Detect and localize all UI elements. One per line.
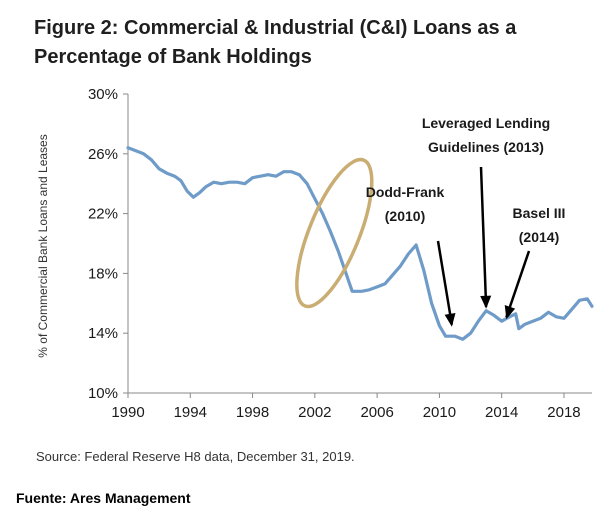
annotation-dodd-frank-label-line: (2010): [385, 208, 425, 224]
y-tick-label: 10%: [88, 385, 118, 402]
chart-title: Figure 2: Commercial & Industrial (C&I) …: [34, 14, 516, 72]
annotation-leveraged-lending-arrow: [479, 166, 488, 307]
annotations: Leveraged Lending Guidelines (2013) Dodd-F…: [295, 115, 566, 327]
annotation-basel-iii-label-line: Basel III: [513, 205, 566, 221]
annotation-dodd-frank-label-line: Dodd-Frank: [366, 184, 445, 200]
x-tick-label: 2006: [360, 404, 393, 421]
x-tick-label: 2018: [547, 404, 580, 421]
y-tick-label: 14%: [88, 325, 118, 342]
annotation-leveraged-lending-label-line: Leveraged Lending: [422, 115, 550, 131]
x-tick-label: 2002: [298, 404, 331, 421]
chart-title-line-2: Percentage of Bank Holdings: [34, 46, 312, 68]
annotation-basel-iii-label: Basel III (2014): [513, 205, 566, 245]
x-tick-label: 2014: [485, 404, 518, 421]
axes: 10% 14% 18% 22% 26% 30% 1990 1994 1998 2002 2006 20…: [88, 86, 592, 421]
annotation-dodd-frank-label: Dodd-Frank (2010): [366, 184, 445, 224]
y-axis-label: % of Commercial Bank Loans and Leases: [36, 134, 50, 357]
y-tick-label: 18%: [88, 265, 118, 282]
y-tick-label: 22%: [88, 206, 118, 223]
x-tick-label: 1998: [236, 404, 269, 421]
chart-title-line-1: Figure 2: Commercial & Industrial (C&I) …: [34, 17, 517, 39]
annotation-leveraged-lending-label-line: Guidelines (2013): [428, 139, 544, 155]
x-tick-label: 1994: [174, 404, 207, 421]
series-line: [126, 146, 594, 341]
annotation-leveraged-lending-arrowhead: [480, 295, 492, 309]
annotation-basel-iii-arrowhead: [504, 305, 516, 320]
annotation-leveraged-lending-label: Leveraged Lending Guidelines (2013): [422, 115, 550, 155]
highlight-ellipse: [295, 157, 374, 309]
credit-note: Fuente: Ares Management: [16, 490, 191, 506]
annotation-dodd-frank-arrow: [436, 240, 454, 325]
source-note: Source: Federal Reserve H8 data, Decembe…: [36, 449, 355, 464]
annotation-basel-iii-arrow: [505, 250, 531, 318]
series-group: [126, 146, 594, 341]
x-tick-label: 1990: [111, 404, 144, 421]
y-tick-label: 26%: [88, 146, 118, 163]
annotation-basel-iii-label-line: (2014): [519, 229, 559, 245]
x-tick-label: 2010: [423, 404, 456, 421]
annotation-dodd-frank-arrowhead: [444, 312, 456, 327]
y-tick-label: 30%: [88, 86, 118, 103]
